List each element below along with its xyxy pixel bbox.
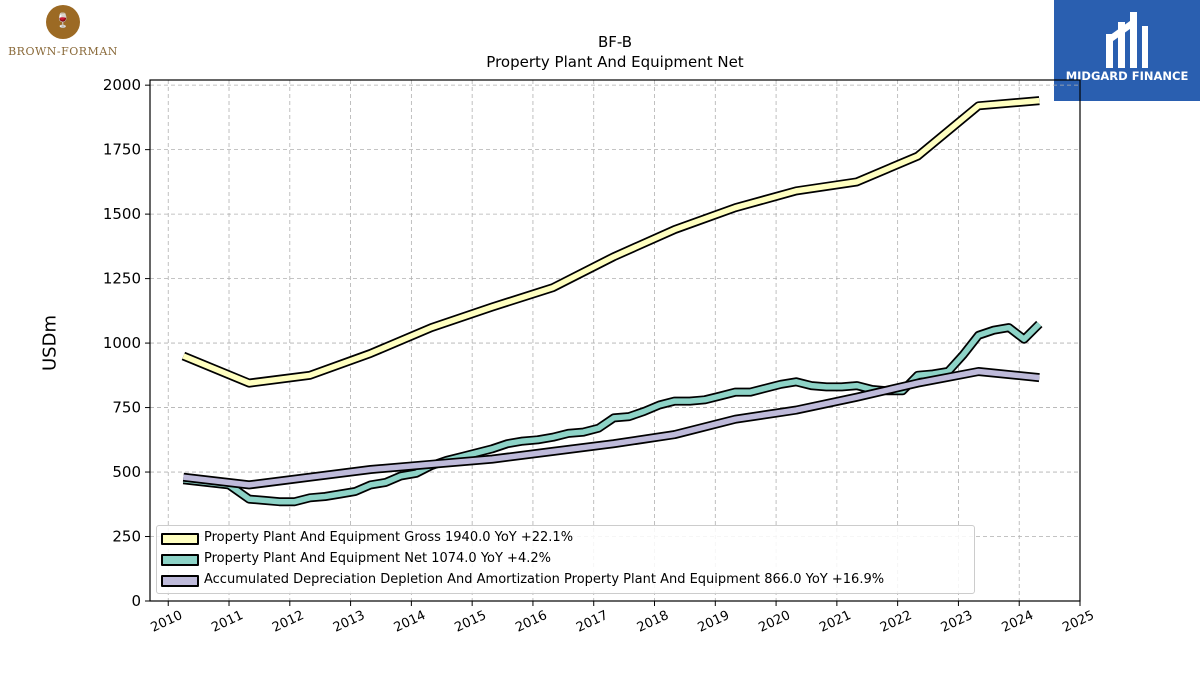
y-tick-label: 750 [112,399,141,417]
legend-swatch-gross [161,533,199,545]
legend-item-net: Property Plant And Equipment Net 1074.0 … [157,550,972,570]
brand-seal-icon: 🍷 [46,5,80,39]
x-tick-label: 2013 [331,608,367,636]
x-tick-label: 2019 [696,608,732,636]
x-tick-label: 2014 [392,608,428,636]
legend-label-gross: Property Plant And Equipment Gross 1940.… [204,530,574,545]
midgard-brand-name: MIDGARD FINANCE [1065,69,1189,83]
y-tick-label: 500 [112,463,141,481]
x-tick-label: 2025 [1060,608,1096,636]
brand-name: BROWN-FORMAN [8,45,118,58]
legend-label-depreciation: Accumulated Depreciation Depletion And A… [204,572,885,587]
chart-title: BF-B [597,33,633,51]
x-tick-label: 2022 [878,608,914,636]
x-tick-label: 2012 [270,608,306,636]
y-tick-label: 250 [112,528,141,546]
y-tick-label: 1750 [103,141,141,159]
x-tick-label: 2020 [756,608,792,636]
series-line-depreciation [183,368,1040,488]
x-tick-label: 2015 [453,608,489,636]
x-axis-ticks: 2010 2011 2012 2013 2014 2015 2016 2017 2018 2019… [149,601,1097,636]
y-axis-ticks: 0 250 500 750 1000 1250 1500 1750 2000 [103,76,150,610]
legend-swatch-depreciation [161,575,199,587]
legend-swatch-net [161,554,199,566]
y-tick-label: 1000 [103,334,141,352]
chart-subtitle: Property Plant And Equipment Net [486,53,744,71]
plot-frame [149,79,1081,602]
series-outline-depreciation [182,367,1040,490]
brown-forman-logo: 🍷 BROWN-FORMAN [0,0,130,70]
grid-lines [150,80,1081,602]
glasses-icon: 🍷 [54,13,72,29]
y-tick-label: 2000 [103,76,141,94]
x-tick-label: 2017 [574,608,610,636]
x-tick-label: 2018 [635,608,671,636]
legend-label-net: Property Plant And Equipment Net 1074.0 … [204,551,551,566]
x-tick-label: 2016 [513,608,549,636]
y-tick-label: 1500 [103,205,141,223]
chart-legend: Property Plant And Equipment Gross 1940.… [156,525,975,594]
x-tick-label: 2021 [817,608,853,636]
series-outline-gross [181,96,1040,388]
y-tick-label: 0 [131,592,141,610]
legend-item-depreciation: Accumulated Depreciation Depletion And A… [157,571,972,591]
midgard-finance-logo: MIDGARD FINANCE [1054,0,1200,101]
x-tick-label: 2023 [939,608,975,636]
series-lines [181,96,1043,507]
x-tick-label: 2011 [209,608,245,636]
x-tick-label: 2010 [149,608,185,636]
y-tick-label: 1250 [103,270,141,288]
legend-item-gross: Property Plant And Equipment Gross 1940.… [157,529,972,549]
midgard-mark-icon [1106,12,1148,68]
x-tick-label: 2024 [1000,608,1036,636]
series-line-gross [182,97,1040,386]
